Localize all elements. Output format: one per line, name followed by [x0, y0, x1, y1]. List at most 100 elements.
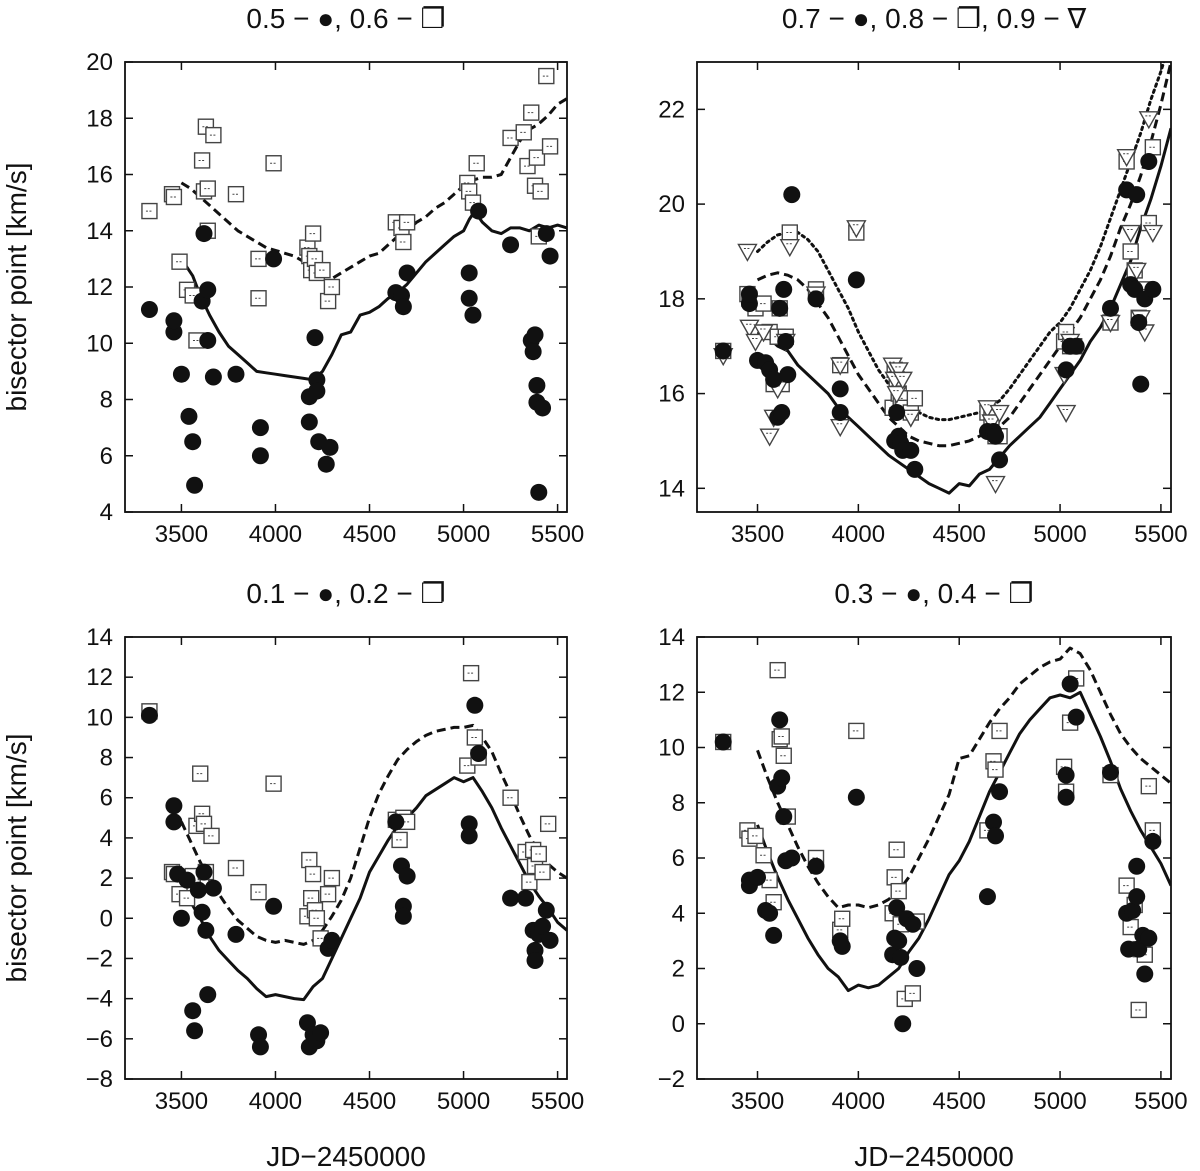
y-tick-label: 0: [100, 905, 113, 932]
x-tick-label: 5000: [437, 521, 490, 548]
x-tick-label: 4000: [832, 1088, 885, 1115]
model-curve-0-6-model: [180, 97, 567, 281]
data-point-phase-0.9: [1126, 262, 1147, 281]
model-curve-0-4-model: [756, 646, 1171, 910]
data-point-phase-0.3: [1130, 940, 1148, 958]
y-tick-label: 10: [86, 704, 113, 731]
plot-frame: [124, 636, 568, 1080]
data-point-phase-0.5: [306, 329, 324, 347]
model-curve-0-9-model: [756, 62, 1166, 422]
data-point-phase-0.5: [165, 312, 183, 330]
data-point-phase-0.3: [775, 808, 793, 826]
y-tick-label: 22: [658, 96, 685, 123]
data-point-phase-0.3: [894, 1015, 912, 1033]
y-tick-label: 14: [86, 624, 113, 651]
y-tick-label: 4: [100, 825, 113, 852]
data-point-phase-0.3: [773, 769, 791, 787]
data-point-phase-0.9: [1116, 149, 1137, 168]
y-tick-label: 14: [658, 475, 685, 502]
y-tick-label: 6: [100, 785, 113, 812]
data-point-phase-0.9: [989, 404, 1010, 423]
data-point-phase-0.9: [1138, 111, 1160, 130]
y-axis-label: bisector point [km/s]: [1, 163, 32, 412]
y-tick-label: 6: [672, 845, 685, 872]
data-point-phase-0.1: [398, 867, 416, 885]
data-point-phase-0.3: [833, 937, 851, 955]
y-tick-label: 6: [100, 443, 113, 470]
data-point-phase-0.7: [831, 404, 849, 422]
x-tick-label: 4500: [933, 1088, 986, 1115]
plot-frame: [696, 61, 1172, 513]
data-point-phase-0.5: [140, 301, 158, 318]
data-point-phase-0.9: [759, 428, 780, 447]
x-tick-label: 3500: [155, 521, 208, 548]
y-tick-label: 12: [658, 679, 685, 706]
data-point-phase-0.7: [902, 441, 920, 459]
model-curve-0-7-model: [756, 127, 1171, 495]
data-point-phase-0.7: [888, 404, 906, 422]
data-point-phase-0.1: [165, 813, 183, 831]
panel-title: 0.3 − ●, 0.4 − ❐: [834, 578, 1033, 609]
plot-area: [714, 646, 1171, 1033]
panel-title: 0.5 − ●, 0.6 − ❐: [246, 3, 445, 34]
x-tick-label: 5500: [531, 521, 584, 548]
y-axis-label: bisector point [km/s]: [1, 734, 32, 983]
data-point-phase-0.1: [172, 909, 190, 927]
y-tick-label: 18: [86, 105, 113, 132]
data-point-phase-0.5: [502, 236, 520, 254]
panel-phase-0-3-0-4: 0.3 − ●, 0.4 − ❐ 3500 4000 4500 5000 5500 −2 0 2…: [658, 578, 1188, 1171]
data-point-phase-0.7: [831, 380, 849, 398]
data-point-phase-0.7: [1128, 186, 1146, 204]
data-point-phase-0.1: [470, 745, 488, 763]
data-point-phase-0.5: [172, 365, 190, 383]
x-tick-label: 4000: [249, 521, 302, 548]
data-point-phase-0.9: [1055, 404, 1077, 423]
data-point-phase-0.5: [251, 447, 269, 465]
data-point-phase-0.3: [991, 783, 1009, 801]
y-tick-label: 4: [100, 499, 113, 526]
panel-phase-0-7-0-9: 0.7 − ●, 0.8 − ❐, 0.9 − ∇ 3500 4000 4500 500…: [658, 3, 1187, 548]
data-point-phase-0.5: [541, 247, 559, 265]
data-point-phase-0.5: [321, 438, 339, 456]
model-curve-0-8-model: [756, 62, 1171, 448]
data-point-phase-0.5: [195, 225, 213, 243]
y-tick-label: 8: [100, 387, 113, 414]
data-point-phase-0.7: [740, 285, 758, 303]
data-point-phase-0.3: [892, 948, 910, 966]
data-point-phase-0.9: [846, 220, 867, 239]
y-tick-label: 20: [658, 191, 685, 218]
data-point-phase-0.3: [1124, 901, 1142, 919]
data-point-phase-0.7: [1144, 280, 1162, 298]
x-tick-label: 5000: [437, 1088, 490, 1115]
data-point-phase-0.5: [530, 483, 548, 501]
data-point-phase-0.7: [775, 280, 793, 298]
data-point-phase-0.1: [193, 903, 211, 921]
data-point-phase-0.1: [541, 931, 559, 949]
plot-frame: [124, 61, 568, 513]
y-tick-label: −6: [86, 1026, 113, 1053]
data-point-phase-0.1: [323, 931, 341, 949]
data-point-phase-0.1: [460, 815, 478, 833]
data-point-phase-0.3: [1140, 929, 1158, 947]
data-point-phase-0.1: [140, 706, 158, 724]
data-point-phase-0.1: [251, 1038, 269, 1056]
x-axis-label: JD−2450000: [266, 1141, 426, 1171]
y-tick-label: 20: [86, 49, 113, 76]
data-point-phase-0.9: [745, 333, 766, 352]
data-point-phase-0.5: [308, 382, 326, 400]
data-point-phase-0.1: [312, 1024, 330, 1042]
data-point-phase-0.5: [199, 331, 217, 349]
data-point-phase-0.1: [184, 1002, 202, 1020]
data-point-phase-0.7: [779, 366, 797, 384]
x-tick-label: 3500: [155, 1088, 208, 1115]
y-tick-label: 2: [100, 865, 113, 892]
data-point-phase-0.5: [460, 289, 478, 307]
x-tick-label: 4500: [343, 521, 396, 548]
data-point-phase-0.9: [892, 371, 913, 390]
data-point-phase-0.1: [189, 881, 207, 899]
data-point-phase-0.9: [779, 239, 800, 258]
data-point-phase-0.1: [199, 986, 217, 1004]
x-tick-label: 5000: [1033, 521, 1086, 548]
data-point-phase-0.9: [900, 409, 922, 428]
